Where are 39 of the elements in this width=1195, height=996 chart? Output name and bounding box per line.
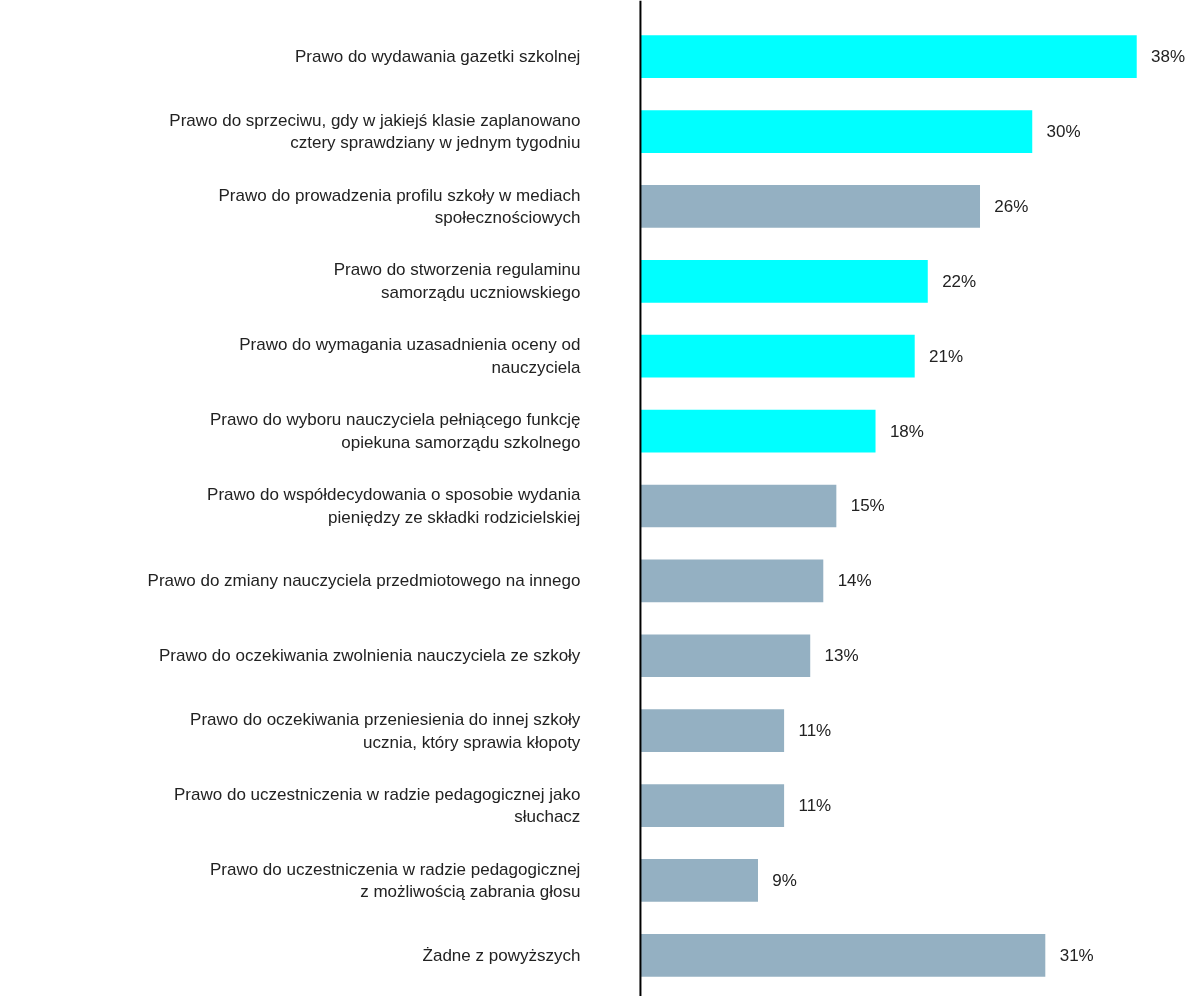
y-tick-label: Prawo do oczekiwania przeniesienia do innej szkoły ucznia, który sprawia kłopoty [190,709,581,752]
data-label: 38% [1151,47,1186,67]
data-label: 30% [1046,122,1081,142]
y-tick-label: Prawo do uczestniczenia w radzie pedagogicznej jako słuchacz [174,784,581,827]
bar [640,859,758,902]
y-tick-label: Prawo do oczekiwania zwolnienia nauczyciela ze szkoły [158,646,581,666]
bar [640,185,981,228]
bar [640,709,785,752]
data-label: 26% [994,196,1029,216]
y-tick-label: Prawo do prowadzenia profilu szkoły w mediach społecznościowych [218,185,581,228]
data-label: 31% [1059,945,1094,965]
bar [640,259,928,303]
y-tick-label: Prawo do stworzenia regulaminu samorządu uczniowskiego [333,260,581,303]
bar [640,110,1033,153]
y-tick-label: Prawo do wymagania uzasadnienia oceny od nauczyciela [239,335,581,378]
y-tick-label: Prawo do zmiany nauczyciela przedmiotowego na innego [147,571,581,591]
data-label: 22% [942,271,977,291]
data-label: 11% [798,721,832,741]
data-label: 9% [772,870,797,890]
bar [640,409,876,453]
bar [640,784,785,827]
y-tick-label: Prawo do uczestniczenia w radzie pedagogicznej z możliwością zabrania głosu [209,859,581,902]
bar [640,634,811,678]
data-label: 14% [837,571,872,591]
bar [640,334,915,378]
data-label: 18% [889,421,924,441]
data-label: 21% [929,346,964,366]
bar [640,484,837,528]
bar [640,35,1137,79]
bar [640,933,1046,977]
bar [640,559,824,603]
y-tick-label: Prawo do wyboru nauczyciela pełniącego funkcję opiekuna samorządu szkolnego [209,410,581,452]
data-label: 15% [850,496,885,516]
y-tick-label: Prawo do wydawania gazetki szkolnej [295,47,581,67]
y-tick-label: Prawo do współdecydowania o sposobie wydania pieniędzy ze składki rodzicielskiej [207,485,581,527]
data-label: 11% [798,796,832,816]
y-tick-label: Prawo do sprzeciwu, gdy w jakiejś klasie zaplanowano cztery sprawdziany w jednym tygodniu [169,110,581,153]
y-tick-label: Żadne z powyższych [422,945,581,965]
data-label: 13% [824,646,859,666]
